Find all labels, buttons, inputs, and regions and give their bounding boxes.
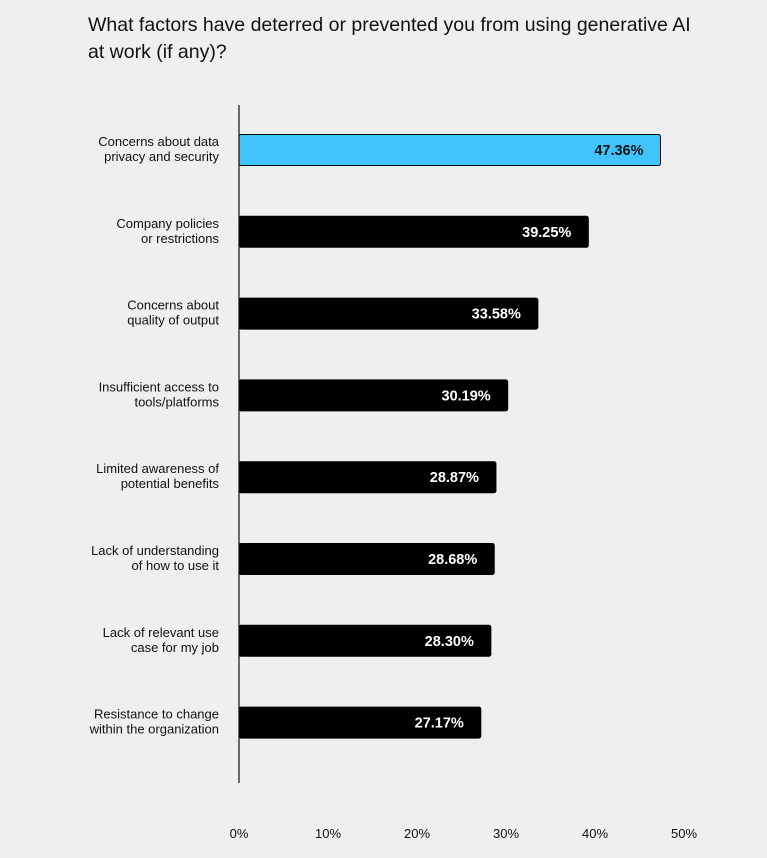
category-label-3: Concerns about quality of output — [127, 298, 219, 328]
chart-title: What factors have deterred or prevented … — [88, 14, 691, 63]
x-tick-label-50: 50% — [671, 826, 697, 841]
category-labels: Concerns about data privacy and security C… — [89, 134, 220, 737]
value-label-2: 39.25% — [522, 225, 571, 241]
x-tick-label-40: 40% — [582, 826, 608, 841]
x-tick-label-30: 30% — [493, 826, 519, 841]
category-label-1: Concerns about data privacy and security — [98, 134, 219, 164]
x-axis-ticks: 0% 10% 20% 30% 40% 50% — [230, 826, 698, 841]
value-label-1: 47.36% — [594, 143, 643, 159]
x-tick-label-0: 0% — [230, 826, 249, 841]
value-label-3: 33.58% — [472, 307, 521, 323]
x-tick-label-20: 20% — [404, 826, 430, 841]
category-label-5: Limited awareness of potential benefits — [96, 461, 219, 491]
value-label-8: 27.17% — [415, 716, 464, 732]
value-label-7: 28.30% — [425, 634, 474, 650]
category-label-6: Lack of understanding of how to use it — [91, 543, 219, 573]
x-tick-label-10: 10% — [315, 826, 341, 841]
category-label-2: Company policies or restrictions — [116, 216, 219, 246]
value-label-6: 28.68% — [428, 552, 477, 568]
value-label-4: 30.19% — [442, 388, 491, 404]
category-label-4: Insufficient access to tools/platforms — [99, 379, 220, 409]
category-label-8: Resistance to change within the organizat… — [89, 707, 219, 737]
bars-group: 47.36% 39.25% 33.58% 30.19% 28.87% 28.68% 28.3… — [238, 134, 662, 739]
category-label-7: Lack of relevant use case for my job — [103, 625, 219, 655]
value-label-5: 28.87% — [430, 470, 479, 486]
